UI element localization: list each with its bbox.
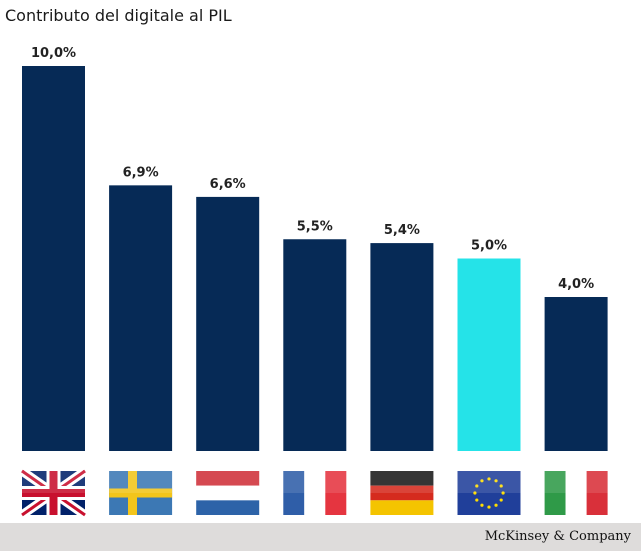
- data-label: 6,9%: [123, 165, 159, 180]
- data-label: 6,6%: [210, 177, 246, 192]
- bar-svezia: [109, 185, 173, 451]
- data-label: 4,0%: [558, 277, 594, 292]
- bar-uk: [22, 66, 85, 451]
- sweden-flag-icon: [109, 471, 173, 515]
- eu-flag-icon: [457, 471, 521, 515]
- netherlands-flag-icon: [196, 471, 260, 515]
- bar-ue: [457, 258, 521, 451]
- chart-title: Contributo del digitale al PIL: [5, 6, 232, 25]
- bar-paesi-bassi: [196, 196, 260, 451]
- data-label: 5,4%: [384, 223, 420, 238]
- france-flag-icon: [283, 471, 347, 515]
- data-label: 5,0%: [471, 239, 507, 254]
- footer-bar: McKinsey & Company: [0, 523, 641, 551]
- bar-francia: [283, 239, 347, 451]
- bar-chart: 10,0% 6,9% 6,6% 5,5% 5,4% 5,0% 4,0%: [19, 46, 608, 519]
- bar-italia: [544, 297, 608, 451]
- data-label: 5,5%: [297, 219, 333, 234]
- uk-flag-icon: [19, 467, 88, 519]
- bar-germania: [370, 243, 434, 451]
- germany-flag-icon: [370, 471, 434, 515]
- data-label: 10,0%: [31, 46, 76, 61]
- source-label: McKinsey & Company: [484, 529, 631, 544]
- italy-flag-icon: [544, 471, 608, 515]
